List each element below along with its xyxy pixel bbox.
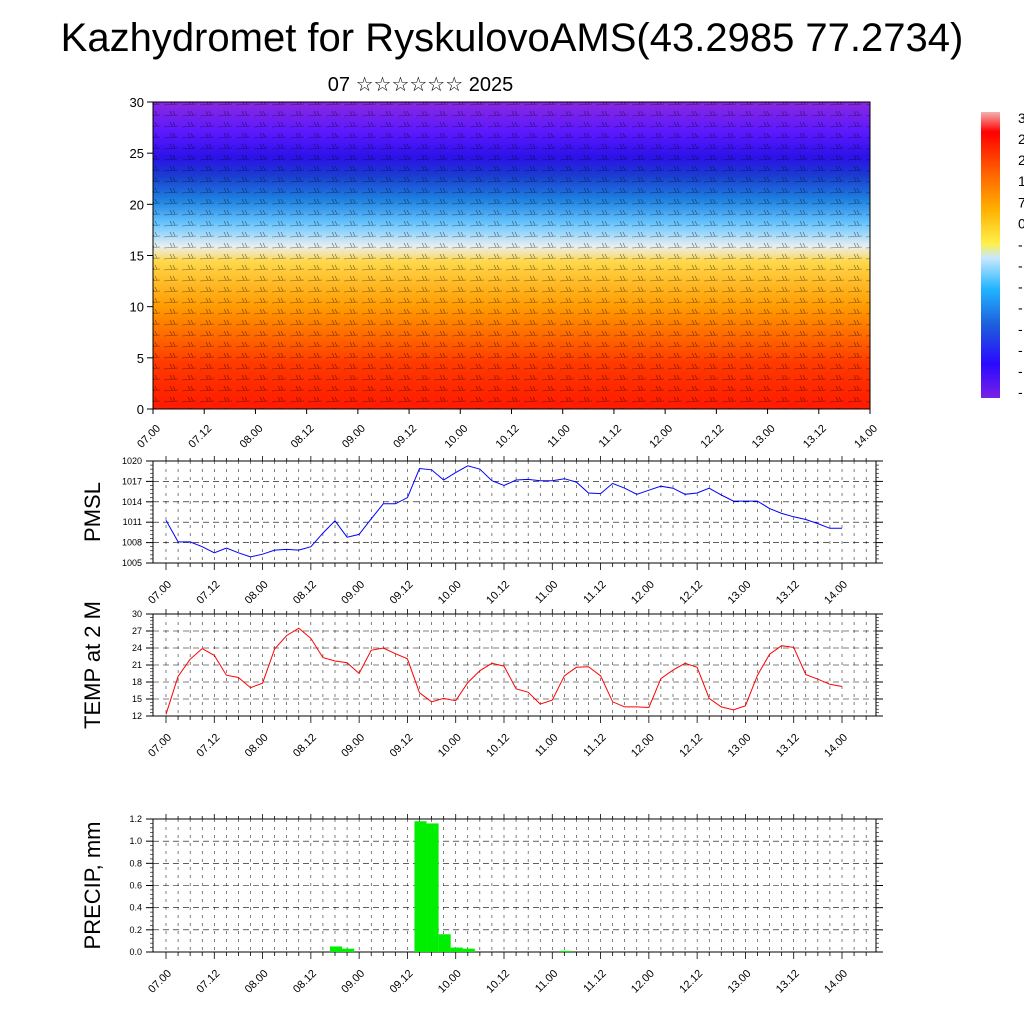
- wind-barbs: [153, 102, 870, 409]
- x-tick-label: 12.12: [677, 968, 705, 996]
- precip-bar: [462, 948, 475, 952]
- page-title: Kazhydromet for RyskulovoAMS(43.2985 77.…: [60, 16, 964, 60]
- y-tick-label: 30: [132, 609, 142, 619]
- y-tick-label: 21: [132, 660, 142, 670]
- y-tick-label: 1008: [122, 538, 142, 548]
- x-tick-label: 08.12: [291, 968, 319, 996]
- x-tick-label: 13.12: [774, 968, 802, 996]
- colorbar-label: 0: [1018, 215, 1024, 231]
- y-tick-label: 30: [130, 95, 144, 110]
- colorbar-label: 7: [1018, 194, 1024, 210]
- precip-bar: [414, 821, 427, 952]
- x-tick-label: 12.00: [629, 968, 657, 996]
- y-tick-label: 27: [132, 626, 142, 636]
- colorbar-label: -: [1018, 321, 1023, 337]
- y-tick-label: 10: [130, 300, 144, 315]
- y-tick-label: 15: [130, 249, 144, 264]
- colorbar-label: -: [1018, 363, 1023, 379]
- precip-bar: [342, 948, 355, 952]
- y-tick-label: 1.0: [129, 836, 142, 846]
- x-tick-label: 11.12: [581, 968, 608, 995]
- colorbar-label: -: [1018, 258, 1023, 274]
- y-tick-label: 24: [132, 643, 142, 653]
- colorbar-label: -: [1018, 300, 1023, 316]
- x-tick-label: 13.00: [726, 968, 754, 996]
- y-tick-label: 1020: [122, 456, 142, 466]
- x-tick-label: 10.12: [484, 968, 512, 996]
- y-tick-label: 0.6: [129, 881, 142, 891]
- colorbar: [981, 112, 1000, 398]
- series-line: [165, 465, 842, 558]
- colorbar-label: 3: [1018, 110, 1024, 126]
- colorbar-label: -: [1018, 236, 1023, 252]
- x-tick-label: 09.00: [339, 968, 367, 996]
- y-tick-label: 1017: [122, 476, 142, 486]
- series-line: [165, 627, 843, 715]
- colorbar-label: -: [1018, 342, 1023, 358]
- x-tick-label: 11.00: [533, 968, 560, 995]
- x-tick-label: 07.00: [146, 968, 174, 996]
- x-tick-label: 14.00: [822, 968, 850, 996]
- precip-bar: [438, 934, 451, 952]
- colorbar-label: -: [1018, 279, 1023, 295]
- page-subtitle: 07 ☆☆☆☆☆☆ 2025: [327, 74, 514, 96]
- y-tick-label: 18: [132, 677, 142, 687]
- y-tick-label: 0.0: [129, 947, 142, 957]
- x-tick-label: 10.00: [436, 968, 464, 996]
- colorbar-label: 2: [1018, 152, 1024, 168]
- precip-bar: [329, 946, 343, 952]
- y-tick-label: 1.2: [129, 814, 142, 824]
- y-tick-label: 1011: [123, 517, 142, 527]
- colorbar-label: 2: [1018, 131, 1024, 147]
- y-tick-label: 5: [137, 351, 144, 366]
- y-axis-label: PRECIP, mm: [80, 822, 105, 950]
- x-tick-label: 07.12: [194, 968, 222, 996]
- colorbar-label: -: [1018, 384, 1023, 400]
- y-tick-label: 12: [132, 711, 142, 721]
- y-tick-label: 1005: [122, 558, 142, 568]
- y-tick-label: 0: [137, 402, 144, 417]
- x-tick-label: 08.00: [243, 968, 271, 996]
- x-tick-label: 09.12: [388, 968, 416, 996]
- plot-frame: [152, 460, 877, 564]
- colorbar-label: 1: [1018, 173, 1024, 189]
- precip-bar: [450, 947, 463, 952]
- y-tick-label: 1014: [122, 497, 142, 507]
- y-tick-label: 20: [130, 197, 144, 212]
- y-tick-label: 0.2: [129, 925, 142, 935]
- precip-bar: [426, 823, 439, 952]
- precip-bar: [559, 950, 572, 952]
- y-tick-label: 25: [130, 146, 144, 161]
- y-tick-label: 15: [132, 694, 142, 704]
- y-tick-label: 0.8: [129, 858, 142, 868]
- y-tick-label: 0.4: [129, 903, 142, 913]
- y-axis-label: PMSL: [80, 482, 105, 542]
- y-axis-label: TEMP at 2 M: [80, 601, 105, 729]
